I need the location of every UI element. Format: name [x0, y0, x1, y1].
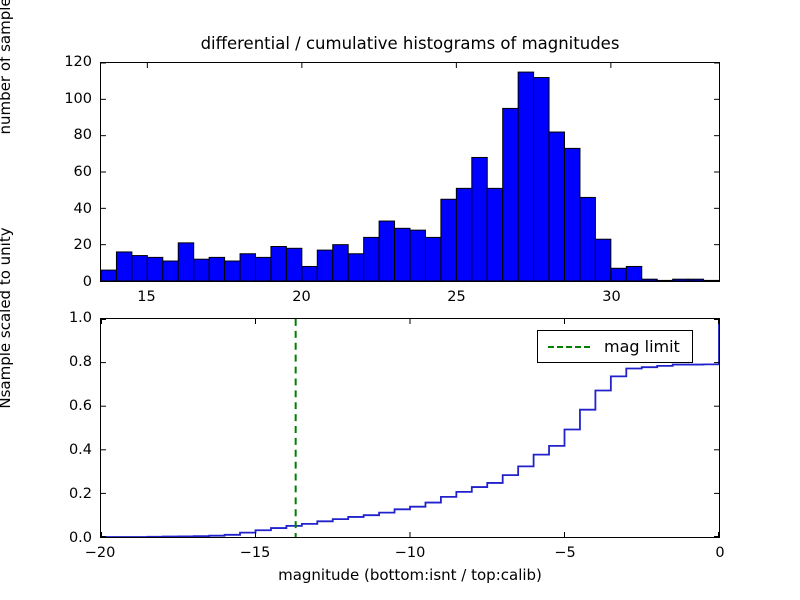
histogram-bar	[301, 265, 318, 281]
histogram-bar	[162, 260, 179, 281]
histogram-bar	[548, 131, 565, 281]
histogram-bar	[285, 247, 303, 281]
histogram-bar	[270, 245, 287, 281]
bottom-xtick-label: −15	[239, 545, 271, 561]
histogram-bar	[146, 256, 164, 281]
histogram-bar	[656, 279, 674, 281]
chart-title: differential / cumulative histograms of …	[200, 34, 620, 53]
histogram-bar	[594, 238, 612, 281]
cumulative-plot-area	[101, 319, 719, 537]
bottom-ytick-label: 0.0	[68, 530, 92, 546]
bottom-xtick-label: −10	[394, 545, 426, 561]
legend: mag limit	[537, 330, 693, 363]
top-ytick-label: 0	[82, 274, 92, 290]
histogram-bar	[378, 220, 396, 281]
histogram-bar	[424, 236, 442, 281]
histogram-bar	[687, 278, 705, 281]
histogram-bar	[409, 229, 426, 281]
histogram-bar	[440, 198, 457, 281]
histogram-bar	[208, 256, 226, 281]
top-xtick-label: 15	[137, 289, 156, 305]
bottom-ytick-label: 0.6	[68, 398, 92, 414]
top-xtick-label: 25	[447, 289, 466, 305]
top-xtick-label: 20	[292, 289, 311, 305]
bottom-ytick-label: 1.0	[68, 310, 92, 326]
histogram-bar	[115, 251, 133, 281]
top-ytick-label: 120	[64, 54, 92, 70]
top-ytick-label: 100	[64, 90, 92, 107]
top-ytick-label: 20	[73, 237, 92, 254]
top-ytick-label: 40	[73, 200, 92, 217]
bottom-ytick-label: 0.4	[68, 442, 92, 458]
top-axis-ticks	[101, 63, 719, 281]
histogram-bar	[564, 147, 581, 281]
histogram-bar	[101, 269, 117, 281]
bottom-axis-ticks	[101, 319, 719, 537]
cumulative-step-curve	[101, 319, 719, 537]
bottom-ytick-label: 0.2	[68, 486, 92, 502]
histogram-bar	[332, 244, 349, 281]
histogram-bar	[363, 236, 380, 281]
top-xtick-label: 30	[602, 289, 621, 305]
histogram-bar	[177, 242, 195, 281]
histogram-bar	[502, 107, 519, 281]
histogram-bar	[486, 187, 504, 281]
bottom-ylabel: Nsample scaled to unity	[0, 227, 14, 409]
bottom-xtick-label: −5	[554, 545, 576, 561]
top-ytick-label: 80	[73, 127, 92, 144]
histogram-bar	[625, 265, 643, 281]
legend-label-mag-limit: mag limit	[604, 337, 680, 356]
histogram-bar	[347, 253, 365, 281]
histogram-bar	[255, 256, 272, 281]
histogram-bar	[579, 196, 596, 281]
histogram-bar	[131, 255, 148, 281]
bottom-ytick-label: 0.8	[68, 354, 92, 370]
histogram-bar	[394, 227, 411, 281]
histogram-bar	[239, 253, 256, 281]
histogram-bar	[455, 187, 473, 281]
bottom-xlabel: magnitude (bottom:isnt / top:calib)	[278, 566, 542, 584]
bottom-xtick-label: 0	[715, 545, 725, 561]
histogram-bar	[610, 267, 627, 281]
histogram-bar	[316, 249, 334, 281]
histogram-bar	[193, 258, 210, 281]
top-histogram-axes	[100, 62, 720, 282]
histogram-bar	[517, 71, 535, 281]
histogram-bar	[533, 77, 550, 281]
histogram-bar	[471, 156, 488, 281]
histogram-bar	[672, 278, 689, 281]
top-ytick-label: 60	[73, 164, 92, 180]
histogram-bar	[224, 260, 241, 281]
mag-limit-line-swatch-icon	[548, 345, 590, 348]
histogram-plot-area	[101, 63, 719, 281]
bottom-xtick-label: −20	[84, 545, 116, 561]
histogram-bar	[641, 278, 658, 281]
